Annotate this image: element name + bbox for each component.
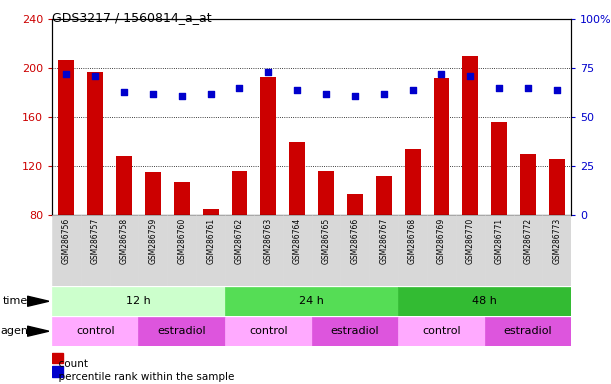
Bar	[369, 215, 398, 286]
Bar	[52, 353, 63, 363]
Text: GSM286769: GSM286769	[437, 218, 446, 264]
Point	[292, 87, 302, 93]
Text: GSM286766: GSM286766	[350, 218, 359, 264]
Polygon shape	[27, 326, 49, 336]
Text: GSM286771: GSM286771	[495, 218, 503, 264]
Point	[494, 85, 504, 91]
Text: control: control	[422, 326, 461, 336]
Bar	[167, 215, 196, 286]
Bar	[485, 317, 571, 346]
Bar	[81, 215, 109, 286]
Bar	[434, 78, 449, 215]
Point	[119, 89, 129, 95]
Bar	[347, 194, 363, 215]
Point	[321, 91, 331, 97]
Point	[523, 85, 533, 91]
Bar	[52, 215, 81, 286]
Bar	[520, 154, 536, 215]
Text: estradiol: estradiol	[158, 326, 206, 336]
Bar	[427, 215, 456, 286]
Bar	[174, 182, 189, 215]
Text: GSM286770: GSM286770	[466, 218, 475, 264]
Bar	[514, 215, 543, 286]
Text: agent: agent	[1, 326, 33, 336]
Text: estradiol: estradiol	[331, 326, 379, 336]
Bar	[549, 159, 565, 215]
Bar	[283, 215, 312, 286]
Text: count: count	[52, 359, 88, 369]
Point	[148, 91, 158, 97]
Point	[350, 93, 360, 99]
Bar	[52, 366, 63, 377]
Point	[90, 73, 100, 79]
Text: GSM286761: GSM286761	[206, 218, 215, 264]
Bar	[139, 215, 167, 286]
Bar	[398, 317, 485, 346]
Bar	[254, 215, 283, 286]
Text: 12 h: 12 h	[126, 296, 151, 306]
Text: control: control	[249, 326, 288, 336]
Bar	[456, 215, 485, 286]
Bar	[376, 176, 392, 215]
Text: 24 h: 24 h	[299, 296, 324, 306]
Bar	[196, 215, 225, 286]
Point	[466, 73, 475, 79]
Bar	[139, 317, 225, 346]
Text: percentile rank within the sample: percentile rank within the sample	[52, 372, 234, 382]
Bar	[491, 122, 507, 215]
Bar	[225, 317, 312, 346]
Bar	[398, 215, 427, 286]
Text: GSM286765: GSM286765	[321, 218, 331, 264]
Bar	[398, 287, 571, 316]
Text: GDS3217 / 1560814_a_at: GDS3217 / 1560814_a_at	[52, 12, 211, 25]
Point	[235, 85, 244, 91]
Text: GSM286762: GSM286762	[235, 218, 244, 264]
Text: time: time	[3, 296, 28, 306]
Text: GSM286767: GSM286767	[379, 218, 388, 264]
Text: GSM286772: GSM286772	[524, 218, 533, 264]
Bar	[116, 156, 132, 215]
Bar	[318, 171, 334, 215]
Point	[263, 69, 273, 75]
Bar	[203, 209, 219, 215]
Text: GSM286773: GSM286773	[552, 218, 562, 264]
Point	[408, 87, 417, 93]
Text: GSM286757: GSM286757	[90, 218, 100, 264]
Text: GSM286764: GSM286764	[293, 218, 302, 264]
Text: GSM286763: GSM286763	[264, 218, 273, 264]
Text: GSM286759: GSM286759	[148, 218, 158, 264]
Bar	[485, 215, 514, 286]
Polygon shape	[27, 296, 49, 306]
Bar	[289, 142, 305, 215]
Bar	[312, 317, 398, 346]
Text: estradiol: estradiol	[503, 326, 552, 336]
Text: GSM286756: GSM286756	[62, 218, 71, 264]
Bar	[59, 60, 75, 215]
Text: GSM286768: GSM286768	[408, 218, 417, 264]
Bar	[109, 215, 139, 286]
Bar	[463, 56, 478, 215]
Point	[437, 71, 447, 77]
Bar	[404, 149, 420, 215]
Bar	[52, 317, 139, 346]
Text: control: control	[76, 326, 114, 336]
Bar	[340, 215, 369, 286]
Point	[552, 87, 562, 93]
Text: GSM286758: GSM286758	[120, 218, 128, 264]
Bar	[225, 215, 254, 286]
Bar	[87, 72, 103, 215]
Text: 48 h: 48 h	[472, 296, 497, 306]
Text: GSM286760: GSM286760	[177, 218, 186, 264]
Point	[206, 91, 216, 97]
Point	[177, 93, 187, 99]
Point	[379, 91, 389, 97]
Bar	[225, 287, 398, 316]
Bar	[52, 287, 225, 316]
Bar	[312, 215, 340, 286]
Point	[62, 71, 71, 77]
Bar	[145, 172, 161, 215]
Bar	[232, 171, 247, 215]
Bar	[260, 77, 276, 215]
Bar	[543, 215, 571, 286]
